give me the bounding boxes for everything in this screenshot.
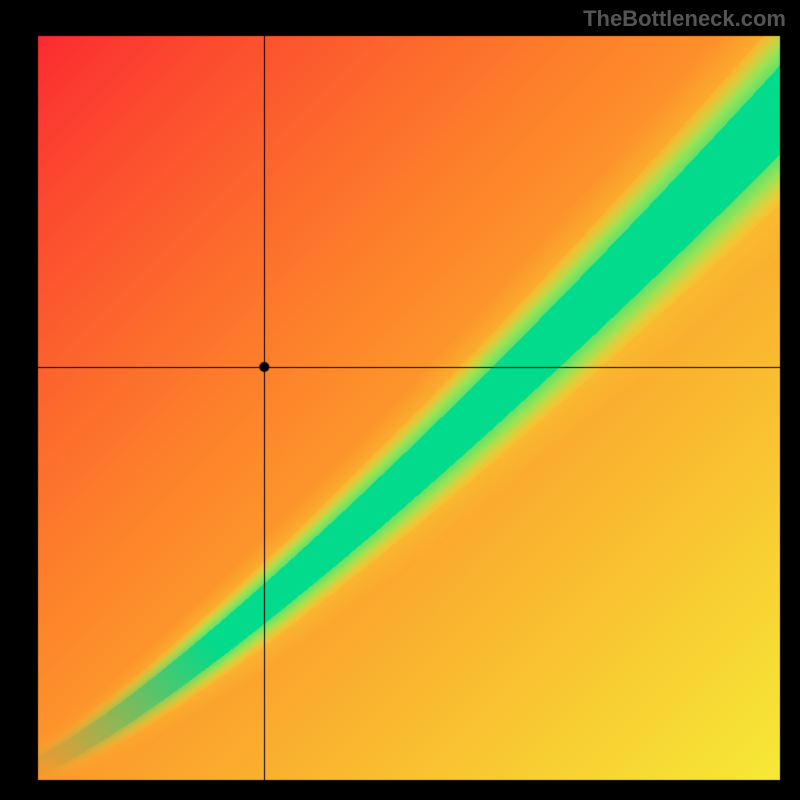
heatmap-canvas — [0, 0, 800, 800]
chart-container: TheBottleneck.com — [0, 0, 800, 800]
watermark-text: TheBottleneck.com — [583, 6, 786, 32]
